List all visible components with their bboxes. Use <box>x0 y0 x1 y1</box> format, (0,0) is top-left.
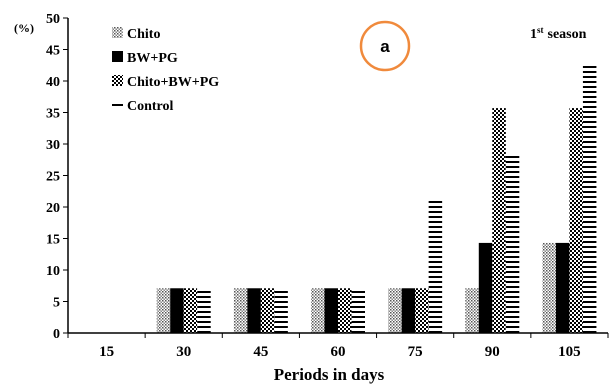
x-tick-label: 90 <box>485 344 500 360</box>
bar-chito-bw-pg-105 <box>569 108 583 333</box>
y-ticks: 0 5 10 15 20 25 30 35 40 45 50 <box>46 12 68 342</box>
bar-bw-pg-30 <box>170 288 184 333</box>
x-tick-label: 60 <box>331 344 346 360</box>
y-tick-label: 50 <box>46 12 60 27</box>
bar-chito-bw-pg-75 <box>415 288 429 333</box>
x-tick-label: 30 <box>176 344 191 360</box>
y-axis-label: (%) <box>14 21 34 35</box>
legend-label-chito: Chito <box>127 27 160 42</box>
legend-label-bw-pg: BW+PG <box>127 51 178 66</box>
bar-chito-bw-pg-90 <box>492 108 506 333</box>
bar-control-105 <box>582 63 597 334</box>
bar-chito-75 <box>388 288 402 333</box>
bar-chito-bw-pg-45 <box>260 288 275 333</box>
bar-chito-105 <box>542 242 556 333</box>
legend-swatch-chito-bw-pg <box>112 75 123 86</box>
bar-control-90 <box>505 154 520 333</box>
panel-label-circle <box>359 20 411 72</box>
y-tick-label: 25 <box>46 170 60 185</box>
bar-control-60 <box>351 288 365 333</box>
bar-control-30 <box>197 288 211 333</box>
bar-chito-45 <box>233 288 248 333</box>
y-tick-label: 40 <box>46 75 60 90</box>
y-tick-label: 5 <box>53 296 60 311</box>
legend-swatch-bw-pg <box>112 51 123 62</box>
bar-bw-pg-90 <box>478 242 493 333</box>
bar-chito-90 <box>465 288 479 333</box>
season-label: 1st season <box>530 25 587 42</box>
bars-layer <box>156 63 597 334</box>
bar-chito-bw-pg-30 <box>183 288 198 333</box>
bar-bw-pg-75 <box>401 288 416 333</box>
x-tick-label: 15 <box>99 344 114 360</box>
x-axis-label: Periods in days <box>274 365 385 384</box>
y-tick-label: 0 <box>53 327 60 342</box>
bar-bw-pg-45 <box>247 288 261 333</box>
bar-control-75 <box>428 200 443 333</box>
y-tick-label: 20 <box>46 201 60 216</box>
x-tick-label: 75 <box>408 344 423 360</box>
bar-bw-pg-60 <box>324 288 338 333</box>
bar-control-45 <box>274 288 288 333</box>
x-ticks: 15 30 45 60 75 90 105 <box>67 333 609 360</box>
bar-chito-60 <box>311 288 325 333</box>
y-tick-label: 10 <box>46 264 60 279</box>
legend-swatch-chito <box>112 27 123 38</box>
legend-label-control: Control <box>127 99 174 114</box>
y-tick-label: 30 <box>46 138 60 153</box>
bar-bw-pg-105 <box>555 242 570 333</box>
bar-chito-bw-pg-60 <box>338 288 352 333</box>
bar-chito-30 <box>156 288 171 333</box>
panel-label: a <box>380 37 390 56</box>
x-tick-label: 45 <box>253 344 268 360</box>
y-tick-label: 35 <box>46 107 60 122</box>
y-tick-label: 45 <box>46 44 60 59</box>
x-tick-label: 105 <box>558 344 581 360</box>
legend-label-chito-bw-pg: Chito+BW+PG <box>127 75 219 90</box>
legend: Chito BW+PG Chito+BW+PG Control <box>112 27 219 114</box>
y-tick-label: 15 <box>46 233 60 248</box>
